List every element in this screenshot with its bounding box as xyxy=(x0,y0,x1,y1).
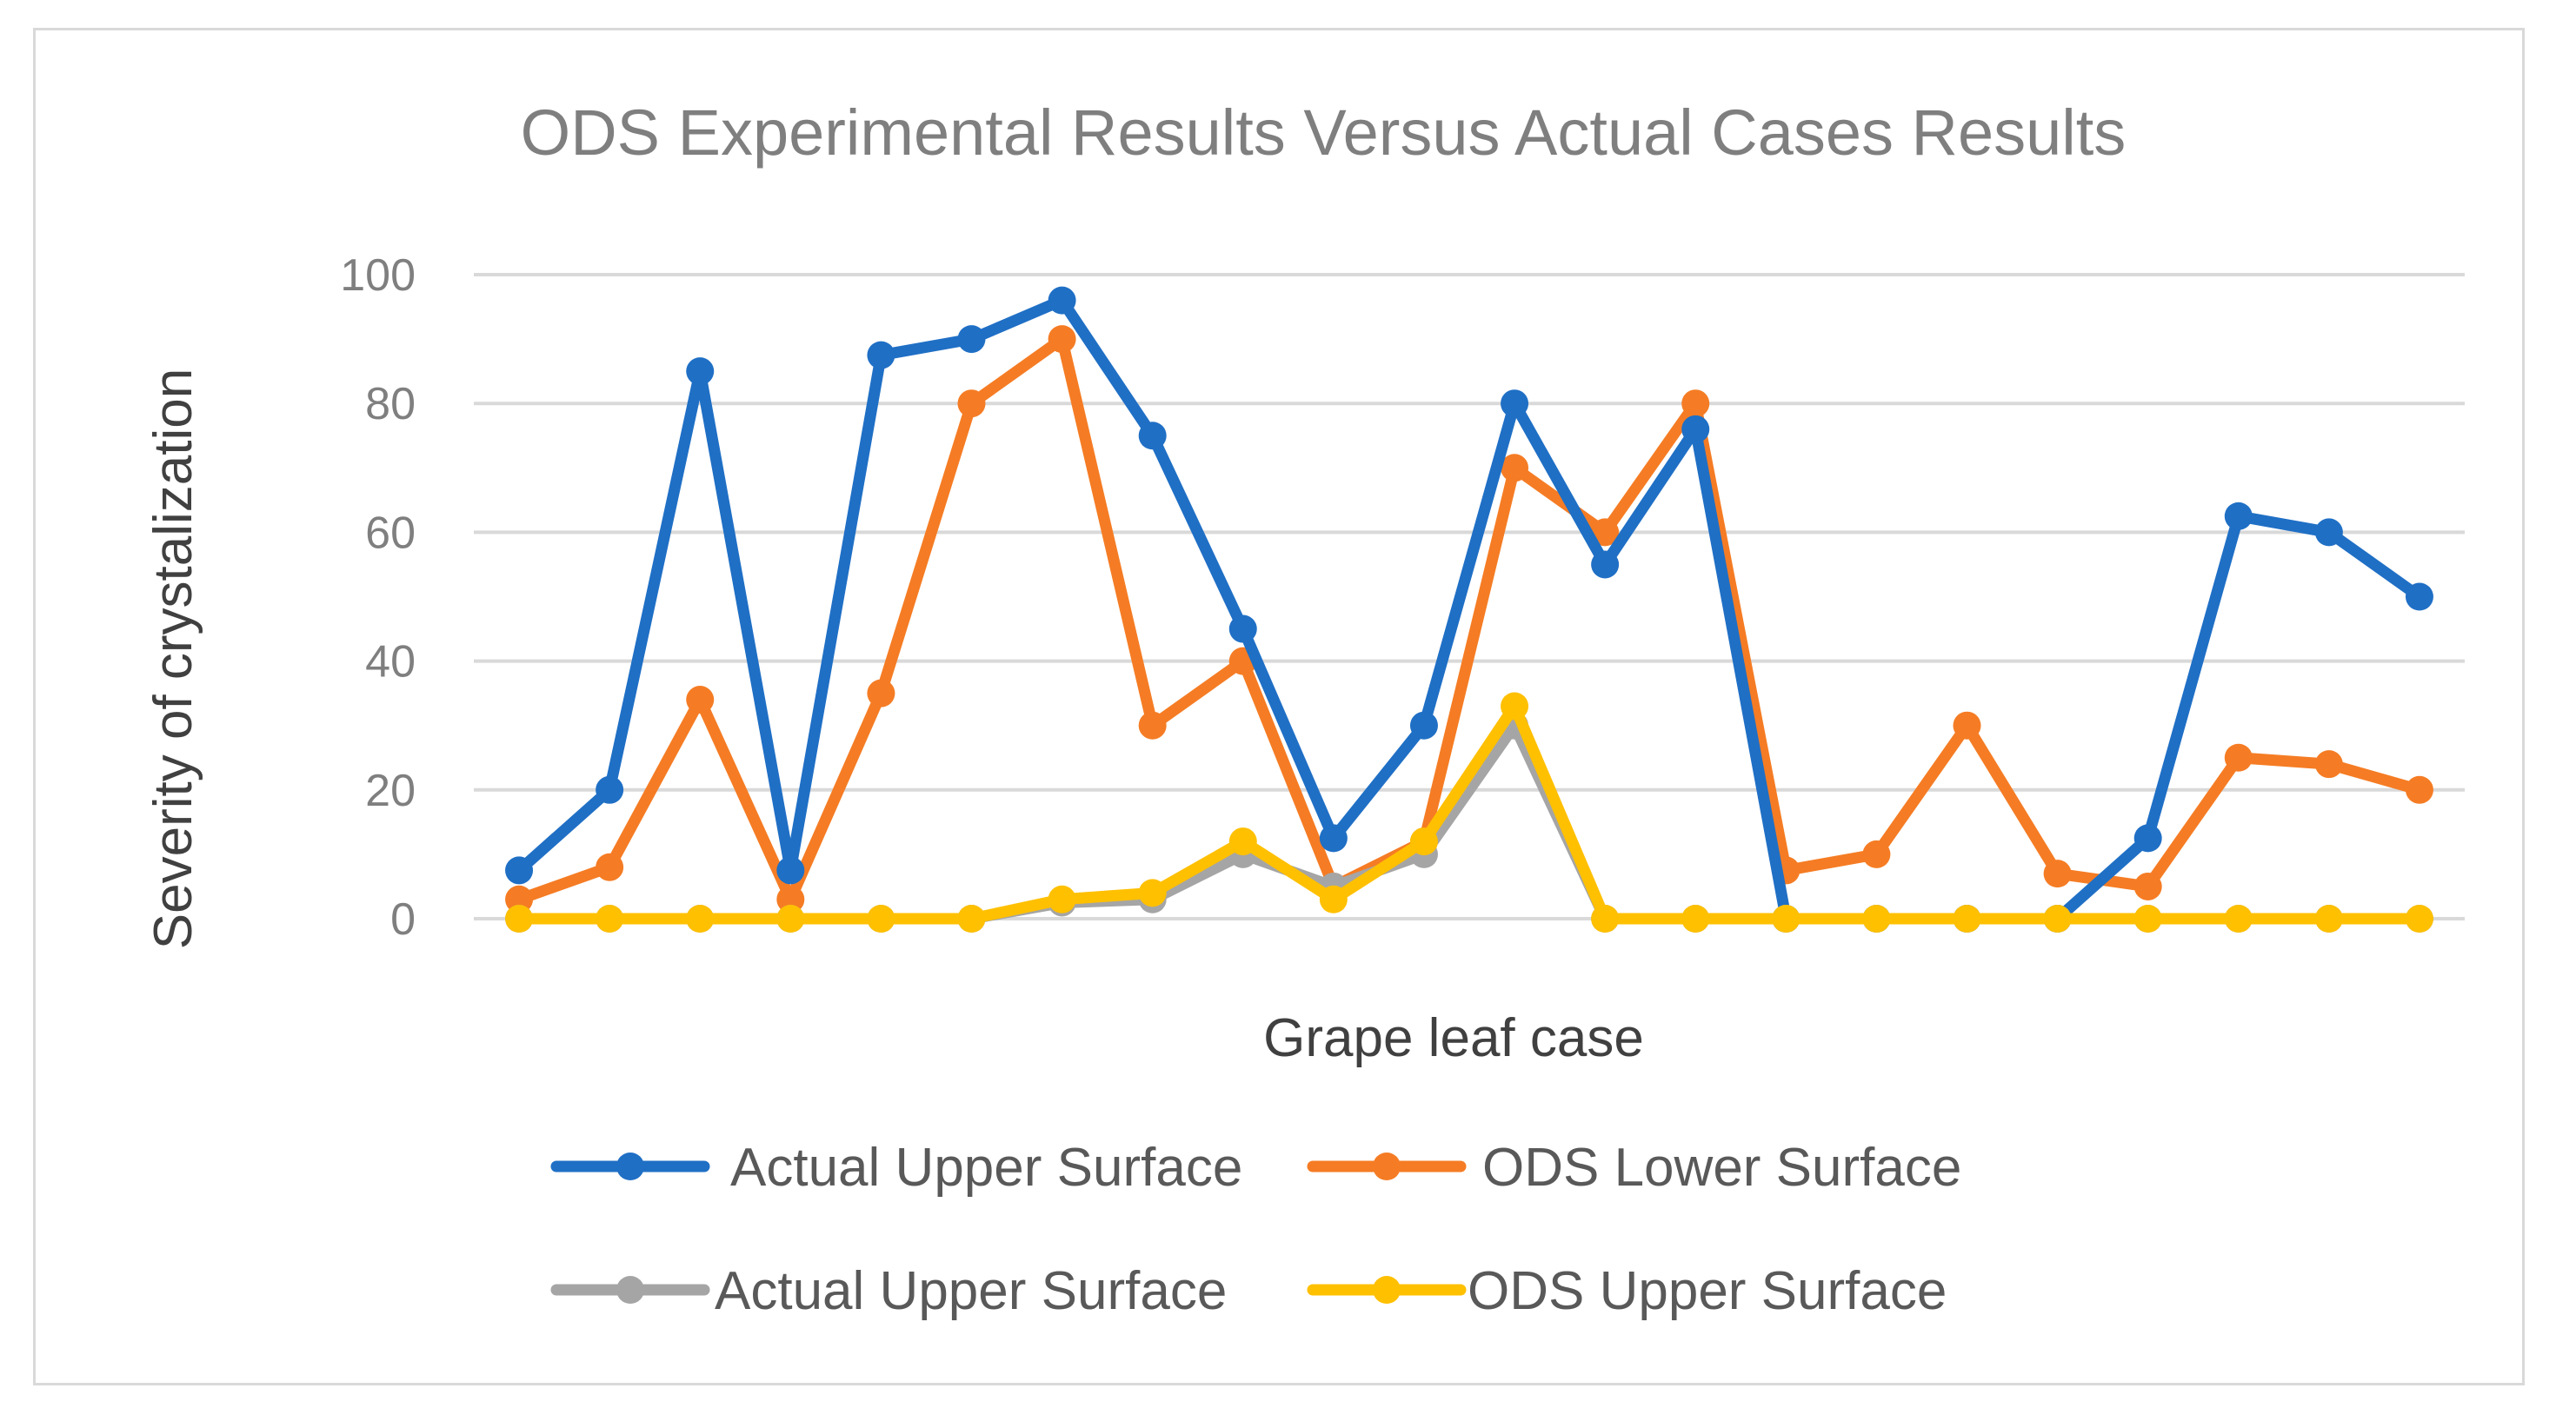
gridlines xyxy=(474,273,2465,920)
data-point xyxy=(1228,614,1257,643)
data-point xyxy=(2133,905,2162,933)
data-point xyxy=(505,856,534,885)
data-point xyxy=(1501,454,1529,482)
data-point xyxy=(2043,905,2072,933)
data-point xyxy=(2405,582,2433,611)
data-point xyxy=(596,905,624,933)
data-point xyxy=(776,885,805,913)
data-point xyxy=(867,679,895,708)
data-point xyxy=(505,905,534,933)
data-point xyxy=(1953,711,1981,740)
legend-item-0: Actual Upper Surface xyxy=(550,1138,1242,1198)
y-tick-label: 60 xyxy=(365,508,416,558)
data-point xyxy=(596,853,624,881)
legend-swatch-marker xyxy=(1373,1276,1401,1304)
legend-swatch-marker xyxy=(616,1276,644,1304)
data-point xyxy=(596,775,624,804)
data-point xyxy=(1409,827,1438,856)
data-point xyxy=(1319,824,1348,853)
data-point xyxy=(505,885,534,913)
data-point xyxy=(957,389,986,418)
data-point xyxy=(1048,885,1076,913)
data-point xyxy=(2224,743,2253,772)
data-point xyxy=(1953,905,1981,933)
legend-label: Actual Upper Surface xyxy=(715,1261,1227,1321)
legend-swatch-marker xyxy=(616,1153,644,1180)
y-tick-label: 40 xyxy=(365,637,416,688)
data-point xyxy=(957,905,986,933)
data-point xyxy=(686,357,715,386)
data-point xyxy=(776,856,805,885)
series-3 xyxy=(505,692,2433,933)
data-point xyxy=(2405,905,2433,933)
data-point xyxy=(2224,905,2253,933)
data-point xyxy=(2133,824,2162,853)
data-point xyxy=(1591,905,1620,933)
series-line xyxy=(513,700,2426,925)
data-point xyxy=(2314,518,2343,547)
data-point xyxy=(686,905,715,933)
data-point xyxy=(686,686,715,714)
data-point xyxy=(1319,885,1348,913)
data-point xyxy=(1138,422,1167,450)
data-point xyxy=(1591,550,1620,579)
data-point xyxy=(2043,860,2072,888)
data-point xyxy=(867,905,895,933)
legend-item-3: ODS Upper Surface xyxy=(1307,1261,1947,1321)
series-lines xyxy=(505,286,2433,933)
y-tick-label: 20 xyxy=(365,766,416,816)
data-point xyxy=(1048,325,1076,354)
data-point xyxy=(2405,775,2433,804)
data-point xyxy=(1048,286,1076,315)
legend-label: ODS Lower Surface xyxy=(1482,1138,1961,1198)
y-axis-ticks: 0 20 40 60 80 100 xyxy=(340,250,416,945)
data-point xyxy=(1681,389,1710,418)
data-point xyxy=(1681,905,1710,933)
legend-label: ODS Upper Surface xyxy=(1468,1261,1947,1321)
data-point xyxy=(1591,518,1620,547)
data-point xyxy=(2133,872,2162,900)
data-point xyxy=(1862,905,1891,933)
data-point xyxy=(957,325,986,354)
data-point xyxy=(1862,840,1891,868)
data-point xyxy=(776,905,805,933)
data-point xyxy=(1772,905,1801,933)
data-point xyxy=(1138,711,1167,740)
y-tick-label: 80 xyxy=(365,379,416,429)
data-point xyxy=(2314,905,2343,933)
legend: Actual Upper Surface ODS Lower Surface Act… xyxy=(550,1138,1961,1321)
y-axis-title: Severity of crystalization xyxy=(143,369,203,949)
data-point xyxy=(1501,692,1529,721)
y-tick-label: 0 xyxy=(390,894,416,945)
series-0 xyxy=(505,286,2433,933)
series-line xyxy=(513,295,2426,925)
x-axis-title: Grape leaf case xyxy=(1263,1008,1644,1068)
legend-swatch-marker xyxy=(1373,1153,1401,1180)
legend-item-2: Actual Upper Surface xyxy=(550,1261,1227,1321)
y-tick-label: 100 xyxy=(340,250,416,301)
data-point xyxy=(2314,750,2343,779)
data-point xyxy=(867,341,895,369)
data-point xyxy=(1501,389,1529,418)
legend-label: Actual Upper Surface xyxy=(730,1138,1242,1198)
chart-title: ODS Experimental Results Versus Actual C… xyxy=(521,96,2127,169)
legend-item-1: ODS Lower Surface xyxy=(1307,1138,1961,1198)
data-point xyxy=(1228,827,1257,856)
data-point xyxy=(2224,502,2253,530)
data-point xyxy=(1409,711,1438,740)
data-point xyxy=(1681,415,1710,443)
data-point xyxy=(1138,879,1167,907)
